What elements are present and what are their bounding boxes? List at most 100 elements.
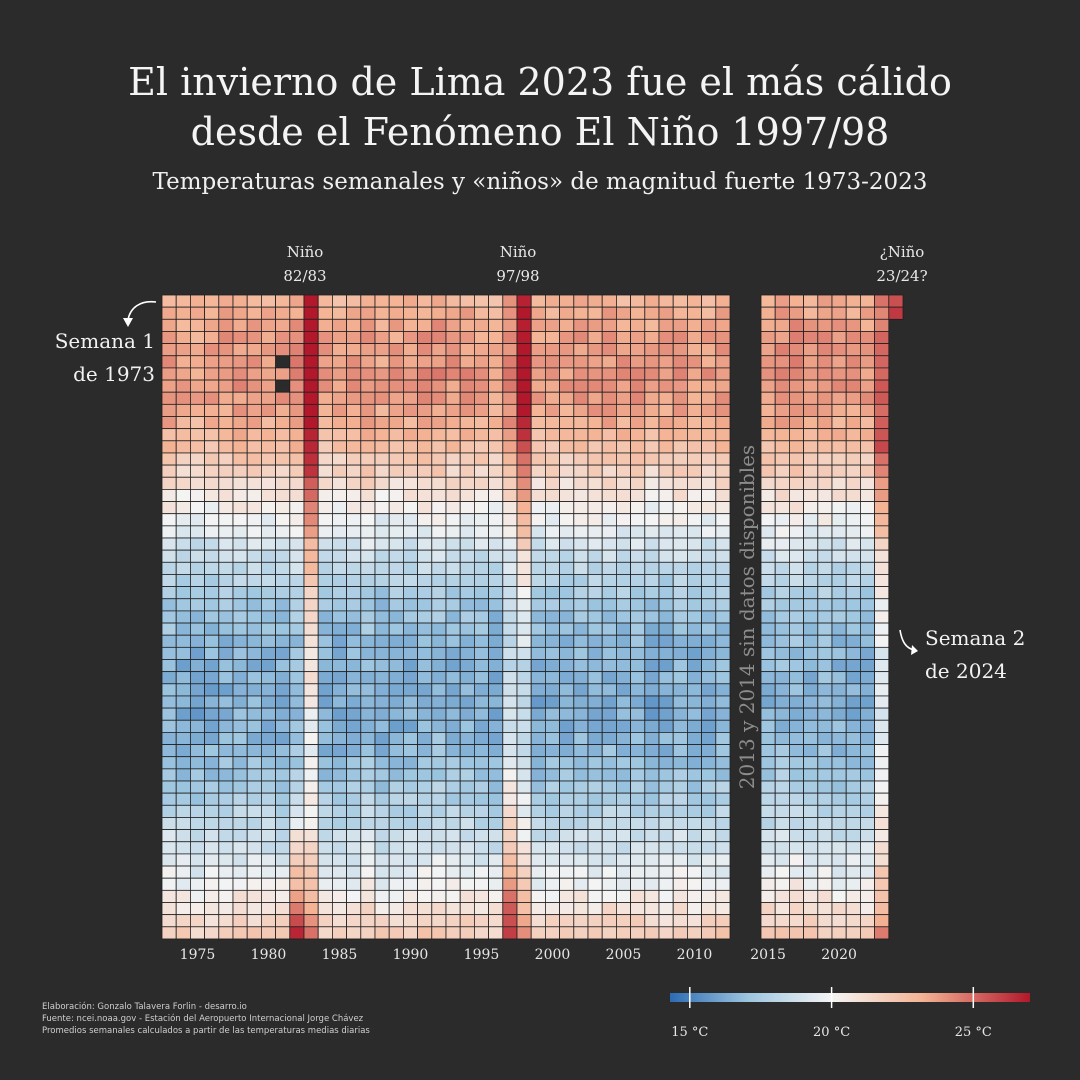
heatmap-cell-2003-w19	[587, 513, 603, 527]
heatmap-cell-2017-w26	[789, 598, 805, 612]
heatmap-cell-1982-w15	[289, 464, 305, 478]
heatmap-cell-1981-w8	[275, 379, 291, 393]
heatmap-cell-2006-w7	[630, 367, 646, 381]
heatmap-cell-2000-w15	[545, 464, 561, 478]
heatmap-cell-2011-w30	[701, 646, 717, 660]
heatmap-cell-1979-w8	[246, 379, 262, 393]
heatmap-cell-2016-w19	[774, 513, 790, 527]
heatmap-cell-1988-w36	[374, 719, 390, 733]
heatmap-cell-1995-w36	[473, 719, 489, 733]
heatmap-cell-2015-w18	[760, 501, 776, 515]
heatmap-cell-2017-w30	[789, 646, 805, 660]
heatmap-cell-2021-w3	[845, 318, 861, 332]
heatmap-cell-1997-w1	[502, 294, 518, 308]
heatmap-cell-1989-w16	[388, 476, 404, 490]
heatmap-cell-2017-w21	[789, 537, 805, 551]
heatmap-cell-1996-w44	[488, 817, 504, 831]
heatmap-cell-1975-w36	[189, 719, 205, 733]
heatmap-cell-2018-w27	[803, 610, 819, 624]
heatmap-cell-2017-w5	[789, 343, 805, 357]
heatmap-cell-2021-w21	[845, 537, 861, 551]
heatmap-cell-2019-w47	[817, 853, 833, 867]
heatmap-cell-1986-w27	[346, 610, 362, 624]
heatmap-cell-1987-w2	[360, 306, 376, 320]
heatmap-cell-1984-w38	[317, 744, 333, 758]
heatmap-cell-1985-w36	[331, 719, 347, 733]
heatmap-cell-1987-w15	[360, 464, 376, 478]
heatmap-cell-1998-w23	[516, 561, 532, 575]
heatmap-cell-1998-w6	[516, 355, 532, 369]
heatmap-cell-1981-w14	[275, 452, 291, 466]
heatmap-cell-2002-w29	[573, 634, 589, 648]
heatmap-cell-1973-w5	[161, 343, 177, 357]
heatmap-cell-2005-w15	[616, 464, 632, 478]
heatmap-cell-1977-w11	[218, 416, 234, 430]
heatmap-cell-1995-w35	[473, 707, 489, 721]
heatmap-cell-1981-w16	[275, 476, 291, 490]
heatmap-cell-2008-w34	[658, 695, 674, 709]
heatmap-cell-1977-w19	[218, 513, 234, 527]
heatmap-cell-2007-w3	[644, 318, 660, 332]
heatmap-cell-1982-w23	[289, 561, 305, 575]
heatmap-cell-1976-w50	[204, 889, 220, 903]
heatmap-cell-2011-w3	[701, 318, 717, 332]
heatmap-cell-2006-w36	[630, 719, 646, 733]
heatmap-cell-1983-w33	[303, 683, 319, 697]
heatmap-cell-1989-w5	[388, 343, 404, 357]
heatmap-cell-2001-w18	[559, 501, 575, 515]
heatmap-cell-1979-w26	[246, 598, 262, 612]
heatmap-cell-1975-w2	[189, 306, 205, 320]
heatmap-cell-1977-w38	[218, 744, 234, 758]
heatmap-cell-1989-w46	[388, 841, 404, 855]
heatmap-cell-2023-w23	[874, 561, 890, 575]
heatmap-cell-2012-w22	[715, 549, 731, 563]
heatmap-cell-2000-w29	[545, 634, 561, 648]
heatmap-cell-2016-w37	[774, 732, 790, 745]
heatmap-cell-1997-w23	[502, 561, 518, 575]
heatmap-cell-2018-w14	[803, 452, 819, 466]
heatmap-cell-1975-w39	[189, 756, 205, 770]
heatmap-cell-1994-w29	[459, 634, 475, 648]
heatmap-cell-1991-w17	[417, 488, 433, 502]
heatmap-cell-2010-w37	[687, 732, 703, 745]
heatmap-cell-2015-w36	[760, 719, 776, 733]
heatmap-cell-1995-w43	[473, 804, 489, 818]
heatmap-cell-2019-w34	[817, 695, 833, 709]
heatmap-cell-2019-w11	[817, 416, 833, 430]
heatmap-cell-1974-w45	[175, 829, 191, 843]
heatmap-cell-2011-w7	[701, 367, 717, 381]
heatmap-cell-2000-w17	[545, 488, 561, 502]
heatmap-cell-1990-w17	[402, 488, 418, 502]
heatmap-cell-1998-w14	[516, 452, 532, 466]
heatmap-cell-2015-w13	[760, 440, 776, 454]
heatmap-cell-2009-w7	[672, 367, 688, 381]
heatmap-cell-1997-w31	[502, 659, 518, 673]
heatmap-cell-1999-w18	[530, 501, 546, 515]
heatmap-cell-2004-w25	[601, 586, 617, 600]
heatmap-cell-1978-w38	[232, 744, 248, 758]
heatmap-cell-1997-w2	[502, 306, 518, 320]
heatmap-cell-2006-w10	[630, 403, 646, 417]
heatmap-cell-2000-w22	[545, 549, 561, 563]
heatmap-cell-1987-w33	[360, 683, 376, 697]
heatmap-cell-1973-w11	[161, 416, 177, 430]
heatmap-cell-2005-w19	[616, 513, 632, 527]
heatmap-cell-1986-w23	[346, 561, 362, 575]
heatmap-cell-1985-w52	[331, 914, 347, 928]
heatmap-cell-1981-w15	[275, 464, 291, 478]
heatmap-cell-1991-w30	[417, 646, 433, 660]
heatmap-cell-1988-w17	[374, 488, 390, 502]
heatmap-cell-2022-w5	[860, 343, 876, 357]
heatmap-cell-1997-w9	[502, 391, 518, 405]
heatmap-cell-2002-w36	[573, 719, 589, 733]
heatmap-cell-1993-w49	[445, 877, 461, 891]
heatmap-cell-2019-w7	[817, 367, 833, 381]
heatmap-cell-1975-w18	[189, 501, 205, 515]
heatmap-cell-1974-w27	[175, 610, 191, 624]
heatmap-cell-1997-w25	[502, 586, 518, 600]
heatmap-cell-2017-w42	[789, 792, 805, 806]
heatmap-cell-2003-w2	[587, 306, 603, 320]
heatmap-cell-1974-w10	[175, 403, 191, 417]
heatmap-cell-1994-w40	[459, 768, 475, 782]
heatmap-cell-2016-w6	[774, 355, 790, 369]
